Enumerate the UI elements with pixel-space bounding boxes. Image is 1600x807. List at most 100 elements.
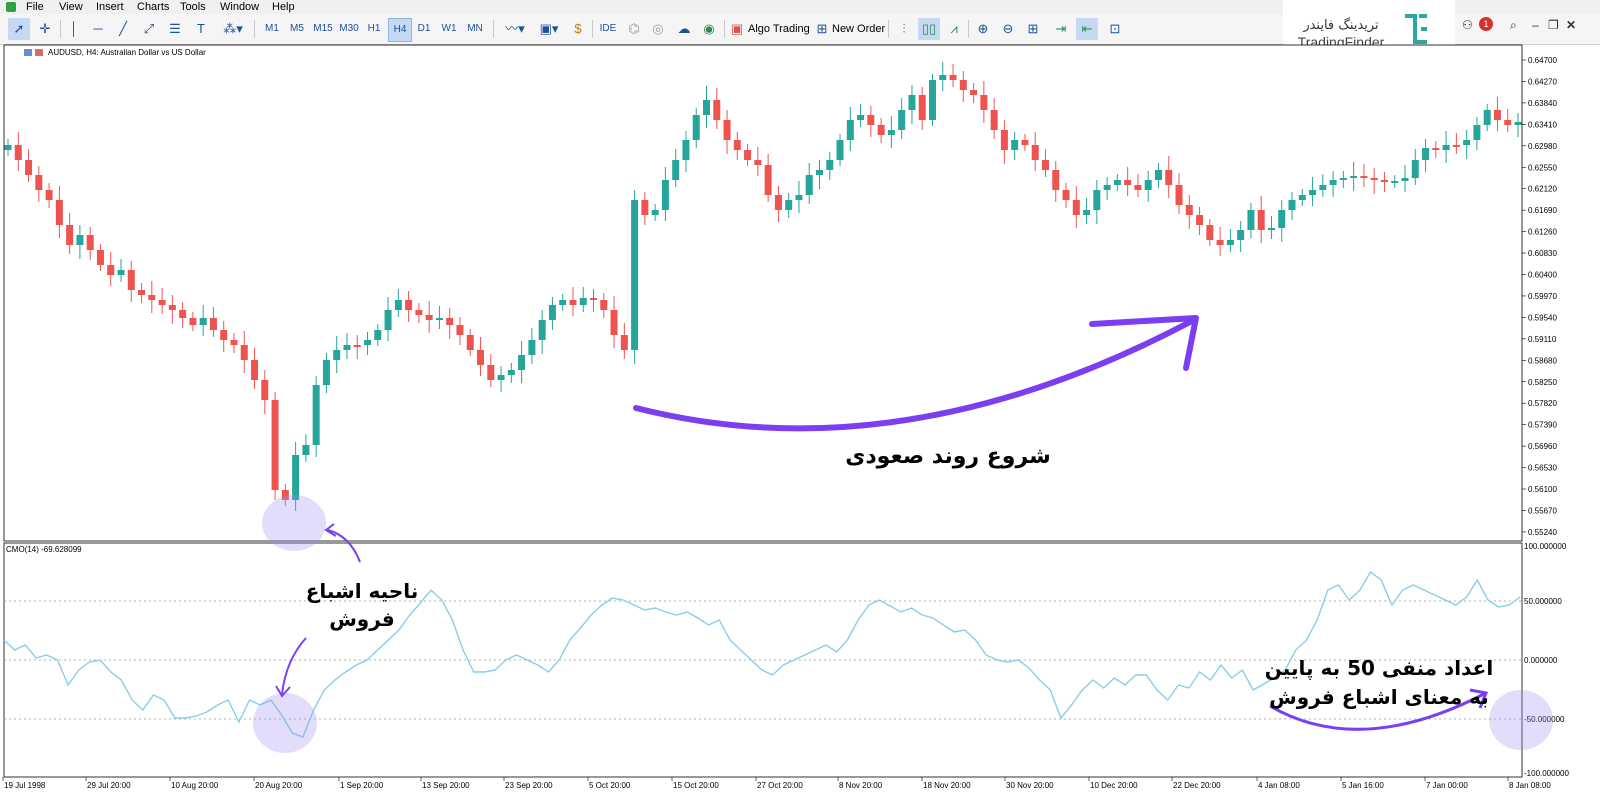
time-tick-label: 18 Nov 20:00 (923, 781, 971, 790)
candle-body (754, 160, 762, 165)
chart-type-icon[interactable]: 〰▾ (505, 21, 525, 36)
candle-body (1514, 122, 1522, 125)
restore-icon[interactable]: ❐ (1548, 18, 1559, 32)
toolbar-divider (592, 20, 593, 38)
bar-chart-icon[interactable]: ⫶ (902, 21, 906, 36)
price-tick-label: 0.59970 (1528, 292, 1557, 301)
vertical-line-icon[interactable]: │ (69, 21, 79, 36)
close-icon[interactable]: ✕ (1566, 18, 1577, 32)
tf-h1[interactable]: H1 (367, 23, 381, 34)
ide-button[interactable]: IDE (599, 23, 617, 34)
auto-scroll-icon[interactable]: ⇥ (1055, 21, 1067, 36)
candle-body (631, 200, 639, 350)
chart-shift-icon[interactable]: ⇤ (1076, 18, 1098, 40)
candle-body (559, 300, 567, 305)
indicators-icon[interactable]: ▣▾ (539, 21, 559, 36)
menu-window[interactable]: Window (220, 1, 260, 13)
signals-icon[interactable]: ◎ (652, 21, 664, 36)
chart-menu-icon[interactable] (24, 49, 32, 57)
candle-body (1401, 178, 1409, 181)
candle-body (538, 320, 546, 340)
tf-w1[interactable]: W1 (441, 23, 457, 34)
candle-body (1257, 210, 1265, 230)
tf-m15[interactable]: M15 (313, 23, 333, 34)
tf-m1[interactable]: M1 (265, 23, 279, 34)
chart-symbol-label: AUDUSD, H4: Australian Dollar vs US Doll… (48, 48, 206, 57)
menu-file[interactable]: File (26, 1, 44, 13)
candle-body (970, 90, 978, 95)
candle-body (158, 300, 166, 305)
candle-body (1360, 176, 1368, 178)
notification-badge[interactable]: 1 (1479, 17, 1493, 31)
draw-tools-icon[interactable]: ⤢ (143, 21, 155, 36)
tf-d1[interactable]: D1 (417, 23, 431, 34)
menu-charts[interactable]: Charts (137, 1, 170, 13)
candle-body (1278, 210, 1286, 228)
minimize-icon[interactable]: – (1532, 18, 1539, 32)
candle-body (86, 235, 94, 250)
candlestick-icon[interactable]: ▯▯ (918, 18, 940, 40)
oversold-price-highlight (262, 495, 326, 551)
vps-icon[interactable]: ⌬ (628, 21, 640, 36)
price-tick-label: 0.62980 (1528, 142, 1557, 151)
candle-body (1226, 240, 1234, 245)
market-icon[interactable]: $ (574, 21, 582, 36)
menu-insert[interactable]: Insert (96, 1, 124, 13)
zoom-in-icon[interactable]: ⊕ (977, 21, 989, 36)
price-tick-label: 0.59110 (1528, 335, 1557, 344)
candle-body (1247, 210, 1255, 230)
screenshot-icon[interactable]: ⊡ (1109, 21, 1121, 36)
candle-body (733, 140, 741, 150)
menu-tools[interactable]: Tools (180, 1, 206, 13)
shapes-dropdown-icon[interactable]: ⁂▾ (223, 21, 243, 36)
price-tick-label: 0.60830 (1528, 249, 1557, 258)
zoom-out-icon[interactable]: ⊖ (1002, 21, 1014, 36)
search-icon[interactable]: ⌕ (1510, 18, 1517, 32)
candle-body (1206, 225, 1214, 240)
algo-trading-icon[interactable]: ▣ (730, 21, 744, 36)
candle-body (1134, 185, 1142, 190)
candle-body (1144, 180, 1152, 190)
account-icon[interactable]: ⚇ (1462, 18, 1473, 32)
candle-body (836, 140, 844, 160)
candle-body (569, 300, 577, 305)
indicator-tick-label: 0.000000 (1524, 656, 1558, 665)
cloud-icon[interactable]: ☁ (677, 21, 691, 36)
horizontal-line-icon[interactable]: ─ (93, 21, 103, 36)
new-order-button[interactable]: New Order (832, 23, 886, 35)
price-tick-label: 0.56530 (1528, 464, 1557, 473)
app-icon (6, 2, 16, 12)
candle-body (364, 340, 372, 345)
candle-body (148, 295, 156, 300)
uptrend-arrowhead (1089, 315, 1199, 371)
price-tick-label: 0.61690 (1528, 206, 1557, 215)
tf-m30[interactable]: M30 (339, 23, 359, 34)
tf-mn[interactable]: MN (467, 23, 483, 34)
chart-canvas[interactable]: 0.64700 0.64270 0.63840 0.63410 0.62980 0.625… (0, 44, 1600, 807)
tf-m5[interactable]: M5 (290, 23, 304, 34)
fibonacci-icon[interactable]: ☰ (169, 21, 181, 36)
new-order-icon[interactable]: ⊞ (816, 21, 828, 36)
line-chart-icon[interactable]: ⩘ (950, 21, 958, 36)
time-tick-label: 10 Dec 20:00 (1090, 781, 1138, 790)
menu-view[interactable]: View (59, 1, 83, 13)
grid-icon[interactable]: ⊞ (1027, 21, 1039, 36)
globe-icon[interactable]: ◉ (703, 21, 715, 36)
price-tick-label: 0.64700 (1528, 56, 1557, 65)
candle-body (487, 365, 495, 380)
candle-body (35, 175, 43, 190)
text-tool-icon[interactable]: T (197, 21, 205, 36)
tf-h4[interactable]: H4 (388, 18, 412, 42)
candle-body (353, 345, 361, 347)
menu-help[interactable]: Help (272, 1, 295, 13)
candle-body (1329, 180, 1337, 185)
candle-body (651, 210, 659, 215)
candle-body (25, 160, 33, 175)
crosshair-icon[interactable]: ✛ (39, 21, 51, 36)
candle-body (1350, 176, 1358, 178)
trendline-icon[interactable]: ╱ (119, 21, 127, 36)
candle-body (384, 310, 392, 330)
time-tick-label: 10 Aug 20:00 (171, 781, 219, 790)
cursor-icon[interactable]: ➚ (8, 18, 30, 40)
algo-trading-button[interactable]: Algo Trading (748, 23, 810, 35)
